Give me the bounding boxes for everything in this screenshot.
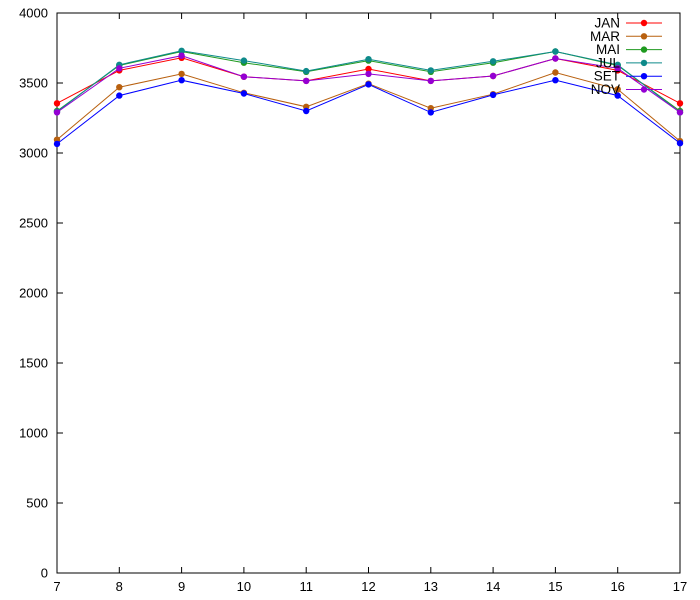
data-point [53, 109, 61, 116]
x-tick-label: 17 [673, 579, 687, 594]
data-point [53, 140, 61, 148]
data-point [614, 86, 621, 93]
data-point [365, 65, 372, 73]
data-point [365, 56, 372, 63]
data-point [365, 70, 372, 78]
y-tick-label: 2500 [19, 216, 48, 231]
y-tick-label: 3500 [19, 76, 48, 91]
legend-label: MAR [590, 29, 620, 44]
x-tick-label: 13 [424, 579, 438, 594]
data-point [552, 77, 559, 84]
data-point [614, 65, 621, 72]
legend-label: NOV [591, 82, 620, 97]
x-tick-label: 16 [610, 579, 624, 594]
data-point [676, 100, 684, 107]
series-set [53, 77, 684, 148]
x-tick-label: 7 [53, 579, 60, 594]
x-tick-label: 12 [361, 579, 375, 594]
data-point [552, 69, 559, 76]
legend-swatch-point [640, 86, 648, 93]
x-tick-label: 15 [548, 579, 562, 594]
legend-swatch-point [640, 46, 648, 53]
x-tick-label: 10 [237, 579, 251, 594]
data-point [303, 67, 310, 75]
data-point [489, 58, 497, 65]
data-point [240, 90, 248, 97]
data-point [240, 57, 248, 64]
legend-swatch-point [640, 73, 648, 80]
legend-swatch-point [640, 19, 648, 27]
legend-label: MAI [596, 42, 620, 57]
x-tick-label: 11 [299, 579, 313, 594]
data-point [240, 73, 248, 80]
data-point [303, 107, 310, 115]
data-point [116, 65, 123, 72]
data-point [116, 84, 123, 91]
y-tick-label: 1000 [19, 426, 48, 441]
legend-item: JUL [596, 55, 662, 70]
y-tick-label: 0 [41, 566, 48, 581]
series-line [56, 79, 681, 145]
plot-frame [56, 12, 681, 574]
legend-label: JAN [594, 16, 620, 31]
data-point [552, 48, 559, 55]
data-point [116, 92, 123, 99]
y-tick-label: 500 [26, 496, 48, 511]
legend-item: MAI [596, 42, 662, 57]
y-tick-label: 1500 [19, 356, 48, 371]
data-point [53, 100, 61, 107]
y-tick-label: 4000 [19, 6, 48, 21]
legend-swatch-point [640, 33, 648, 40]
data-point [676, 140, 684, 147]
legend-item: NOV [591, 82, 662, 97]
series-mar [53, 69, 684, 145]
data-point [489, 72, 497, 80]
data-point [676, 109, 684, 116]
data-point [427, 109, 434, 116]
data-point [365, 81, 372, 88]
data-point [178, 52, 185, 59]
data-point [303, 77, 310, 85]
legend-swatch-point [640, 59, 648, 67]
data-point [614, 92, 621, 99]
legend-label: JUL [596, 55, 620, 70]
legend-item: JAN [594, 16, 662, 31]
x-tick-label: 14 [486, 579, 500, 594]
axes: 7 8 9 10 11 12 13 14 15 16 17 0 500 1000 1500 2000 2500 3… [19, 6, 687, 595]
data-point [178, 70, 185, 78]
legend-item: MAR [590, 29, 662, 44]
legend-label: SET [594, 69, 620, 84]
x-tick-label: 8 [116, 579, 123, 594]
y-tick-label: 3000 [19, 146, 48, 161]
data-point [427, 67, 434, 74]
data-point [489, 91, 497, 99]
x-tick-label: 9 [178, 579, 185, 594]
legend-item: SET [594, 69, 662, 84]
y-tick-label: 2000 [19, 286, 48, 301]
data-point [178, 77, 185, 84]
data-point [427, 77, 434, 85]
series-nov [53, 52, 684, 116]
data-point [178, 47, 185, 54]
series-group [53, 47, 684, 148]
data-point [552, 55, 559, 62]
